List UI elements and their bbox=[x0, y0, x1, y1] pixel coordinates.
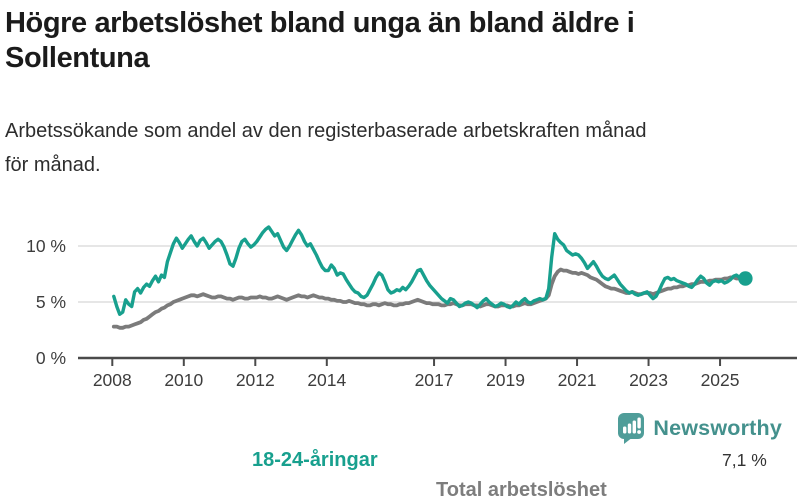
svg-text:2019: 2019 bbox=[486, 370, 525, 390]
chart-subtitle: Arbetssökande som andel av den registerb… bbox=[5, 115, 795, 182]
svg-text:0 %: 0 % bbox=[36, 348, 66, 368]
end-value-annotation: 7,1 % bbox=[722, 450, 767, 470]
series-label-young: 18-24-åringar bbox=[252, 449, 378, 471]
svg-text:2021: 2021 bbox=[558, 370, 597, 390]
newsworthy-logo-icon bbox=[618, 413, 645, 444]
page: { "header": { "title": "Högre arbetslösh… bbox=[0, 6, 800, 501]
svg-text:2014: 2014 bbox=[307, 370, 346, 390]
svg-text:2012: 2012 bbox=[236, 370, 275, 390]
line-chart: 0 % 5 % 10 % 2008 2010 2012 2014 2017 2019 2021 2… bbox=[0, 205, 800, 501]
svg-text:2017: 2017 bbox=[415, 370, 454, 390]
subtitle-line-2: för månad. bbox=[5, 153, 101, 176]
svg-text:2025: 2025 bbox=[701, 370, 740, 390]
series-label-total: Total arbetslöshet bbox=[436, 479, 607, 501]
x-tick-group: 2008 2010 2012 2014 2017 2019 2021 2023 2025 bbox=[93, 358, 740, 390]
title-line-1: Högre arbetslöshet bland unga än bland ä… bbox=[5, 7, 635, 39]
svg-text:2010: 2010 bbox=[164, 370, 203, 390]
subtitle-line-1: Arbetssökande som andel av den registerb… bbox=[5, 120, 647, 142]
title-line-2: Sollentuna bbox=[5, 42, 150, 75]
chart-svg: 0 %5 %10 % 2008 2010 2012 2014 2017 2019 2021 2… bbox=[26, 225, 797, 390]
brand-footer: Newsworthy bbox=[617, 412, 782, 444]
svg-text:2023: 2023 bbox=[629, 370, 668, 390]
series-group bbox=[111, 225, 753, 330]
brand-name: Newsworthy bbox=[653, 415, 782, 440]
svg-text:10 %: 10 % bbox=[26, 236, 66, 256]
page-title: Högre arbetslöshet bland unga än bland ä… bbox=[5, 6, 795, 77]
svg-text:2008: 2008 bbox=[93, 370, 132, 390]
svg-text:5 %: 5 % bbox=[36, 292, 66, 312]
